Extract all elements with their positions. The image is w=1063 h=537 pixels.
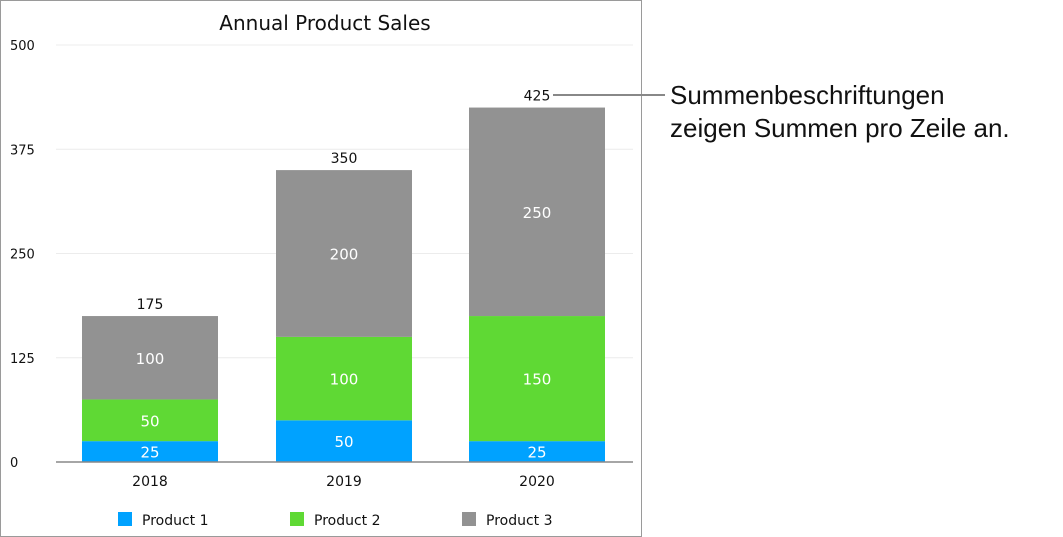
legend-swatch — [290, 512, 304, 526]
legend-label: Product 3 — [486, 513, 553, 529]
total-label: 350 — [331, 151, 358, 167]
bar-segment — [469, 107, 605, 317]
data-label: 250 — [523, 204, 552, 222]
legend-label: Product 1 — [142, 513, 209, 529]
data-label: 25 — [527, 444, 546, 462]
legend-swatch — [462, 512, 476, 526]
y-tick-label: 125 — [10, 352, 35, 367]
bar-segment — [82, 441, 218, 462]
data-label: 25 — [140, 444, 159, 462]
x-tick-label: 2020 — [519, 474, 555, 490]
bar-segment — [82, 399, 218, 442]
y-tick-label: 250 — [10, 248, 35, 263]
annotation-line-2: zeigen Summen pro Zeile an. — [670, 113, 1010, 143]
legend-label: Product 2 — [314, 513, 381, 529]
data-label: 50 — [334, 433, 353, 451]
bar-segment — [82, 316, 218, 400]
data-label: 200 — [330, 246, 359, 264]
chart-title: Annual Product Sales — [219, 11, 430, 35]
data-label: 50 — [140, 412, 159, 430]
total-label: 425 — [524, 89, 551, 105]
annotation-line-1: Summenbeschriftungen — [670, 80, 945, 110]
y-tick-label: 500 — [10, 39, 35, 54]
bar-segment — [276, 420, 412, 462]
legend-swatch — [118, 512, 132, 526]
data-label: 100 — [330, 371, 359, 389]
bar-segment — [276, 336, 412, 421]
bar-segment — [469, 441, 605, 462]
x-tick-label: 2018 — [132, 474, 168, 490]
data-label: 150 — [523, 371, 552, 389]
bar-segment — [469, 316, 605, 442]
total-label: 175 — [137, 297, 164, 313]
data-label: 100 — [136, 350, 165, 368]
y-tick-label: 375 — [10, 143, 35, 158]
x-tick-label: 2019 — [326, 474, 362, 490]
y-tick-label: 0 — [10, 456, 18, 471]
bar-segment — [276, 170, 412, 337]
